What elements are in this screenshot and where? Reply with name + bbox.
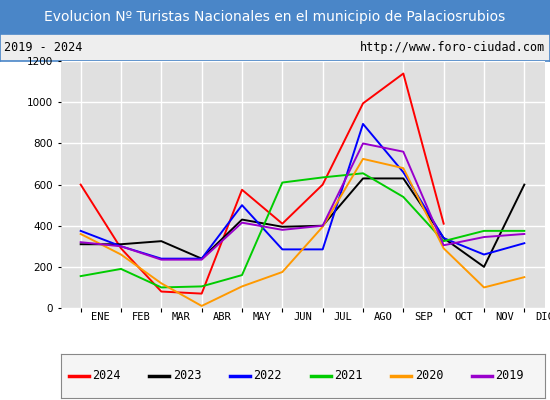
Text: 2024: 2024 bbox=[92, 370, 120, 382]
Text: Evolucion Nº Turistas Nacionales en el municipio de Palaciosrubios: Evolucion Nº Turistas Nacionales en el m… bbox=[45, 10, 505, 24]
Text: 2022: 2022 bbox=[254, 370, 282, 382]
Text: 2021: 2021 bbox=[334, 370, 362, 382]
Text: 2020: 2020 bbox=[415, 370, 443, 382]
Text: 2023: 2023 bbox=[173, 370, 201, 382]
Text: http://www.foro-ciudad.com: http://www.foro-ciudad.com bbox=[360, 41, 546, 54]
Text: 2019: 2019 bbox=[496, 370, 524, 382]
Text: 2019 - 2024: 2019 - 2024 bbox=[4, 41, 83, 54]
